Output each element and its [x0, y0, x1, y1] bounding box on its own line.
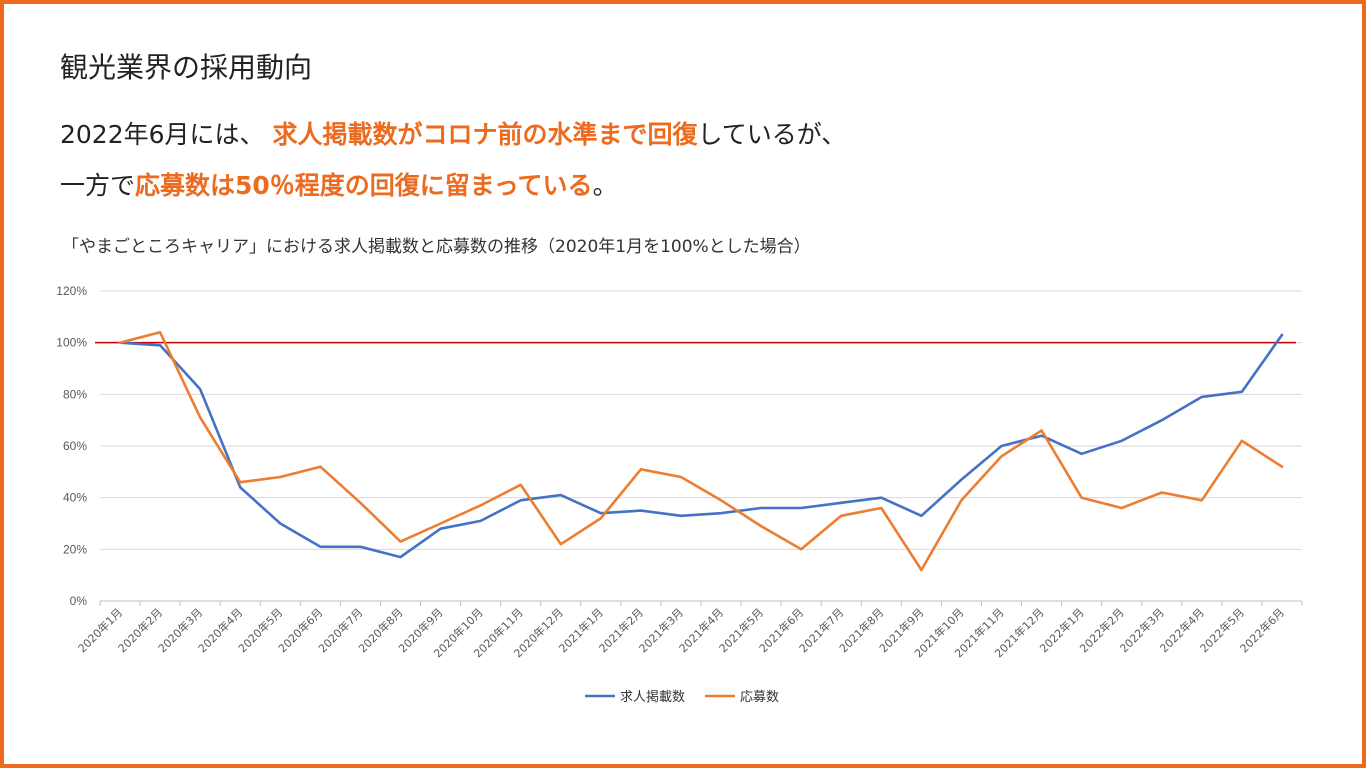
headline-1-post: しているが、 [697, 120, 847, 149]
y-tick-label: 100% [56, 336, 87, 350]
series-line-1 [118, 333, 1284, 559]
y-tick-label: 120% [56, 284, 87, 298]
headline-2-highlight: 応募数は50％程度の回復に留まっている [135, 171, 593, 200]
headline-2-post: 。 [592, 171, 618, 200]
y-tick-label: 80% [63, 387, 87, 401]
legend-label-1: 求人掲載数 [620, 689, 685, 705]
headline-line-2: 一方で応募数は50％程度の回復に留まっている。 [60, 166, 618, 202]
y-tick-label: 60% [63, 439, 87, 453]
y-tick-label: 0% [70, 594, 88, 608]
page-title: 観光業界の採用動向 [60, 51, 313, 84]
headline-1-pre: 2022年6月には、 [60, 120, 265, 149]
chart-title: 「やまごところキャリア」における求人掲載数と応募数の推移（2020年1月を100… [62, 237, 811, 257]
headline-2-pre: 一方で [60, 171, 136, 200]
headline-1-highlight: 求人掲載数がコロナ前の水準まで回復 [272, 120, 698, 149]
legend-label-2: 応募数 [740, 690, 779, 705]
y-tick-label: 40% [63, 491, 87, 505]
series-line-2 [118, 330, 1284, 572]
y-tick-label: 20% [63, 542, 87, 556]
headline-line-1: 2022年6月には、 求人掲載数がコロナ前の水準まで回復しているが、 [60, 115, 846, 151]
